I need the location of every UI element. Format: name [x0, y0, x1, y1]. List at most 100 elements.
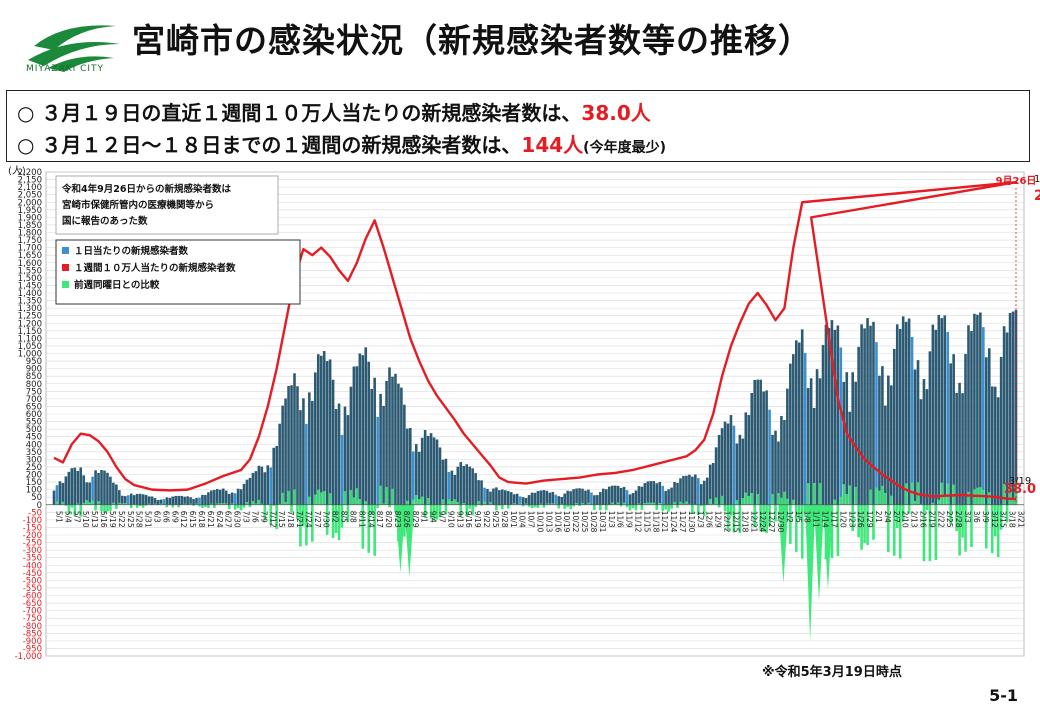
diff-bar — [652, 502, 656, 505]
x-tick-label: 10/31 — [598, 511, 607, 533]
daily-bar — [138, 493, 142, 505]
y-tick-label: 1,850 — [18, 221, 42, 231]
diff-bar — [251, 501, 255, 505]
diff-bar — [319, 492, 323, 505]
daily-bar — [658, 482, 662, 505]
diff-bar — [711, 503, 715, 505]
daily-bar — [601, 488, 605, 505]
diff-bar — [845, 494, 849, 505]
diff-bar — [227, 504, 231, 510]
daily-bar — [581, 488, 584, 505]
daily-bar — [786, 388, 789, 505]
diff-bar — [961, 504, 964, 538]
diff-bar — [587, 502, 590, 505]
x-tick-label: 6/21 — [206, 511, 215, 528]
daily-bar — [159, 499, 163, 505]
daily-bar — [768, 409, 771, 505]
y-tick-label: 2,100 — [18, 183, 42, 193]
x-tick-label: 3/21 — [1017, 511, 1026, 528]
diff-bar — [993, 504, 997, 537]
diff-bar — [417, 499, 421, 505]
x-tick-label: 1/20 — [838, 511, 847, 528]
daily-bar — [545, 490, 549, 505]
diff-bar — [305, 504, 308, 546]
diff-bar — [489, 501, 492, 505]
diff-bar — [943, 496, 947, 505]
diff-bar — [272, 504, 276, 506]
daily-bar — [676, 482, 679, 505]
legend-swatch — [62, 264, 69, 271]
diff-bar — [789, 504, 792, 544]
daily-bar — [806, 388, 810, 505]
y-tick-label: 650 — [26, 402, 42, 412]
daily-bar — [729, 415, 733, 505]
diff-bar — [676, 504, 679, 508]
x-tick-label: 9/4 — [429, 511, 438, 523]
x-tick-label: 9/19 — [473, 511, 482, 528]
daily-bar — [830, 320, 834, 505]
daily-bar — [839, 347, 843, 505]
y-tick-label: 2,200 — [18, 168, 42, 178]
daily-bar — [420, 437, 424, 505]
x-tick-label: 5/31 — [144, 511, 153, 528]
y-tick-label: -300 — [23, 546, 42, 556]
daily-bar — [860, 324, 863, 505]
daily-bar — [869, 325, 872, 505]
x-tick-label: 7/27 — [313, 511, 322, 528]
daily-bar — [120, 495, 124, 505]
daily-bar — [937, 314, 941, 505]
daily-bar — [186, 496, 189, 505]
y-tick-label: 100 — [26, 486, 42, 496]
x-tick-label: 7/15 — [277, 511, 286, 528]
daily-bar — [824, 324, 828, 505]
diff-bar — [964, 504, 967, 552]
x-tick-label: 5/4 — [63, 511, 72, 523]
diff-bar — [699, 504, 703, 507]
daily-bar — [61, 483, 65, 505]
diff-bar — [762, 504, 765, 531]
diff-bar — [741, 498, 745, 505]
summary-line-2-value: 144人 — [521, 133, 584, 157]
diff-bar — [123, 503, 127, 505]
diff-bar — [403, 504, 406, 537]
daily-bar — [352, 366, 356, 505]
diff-bar — [673, 501, 676, 505]
diff-bar — [521, 504, 525, 507]
daily-bar — [530, 492, 534, 505]
x-tick-label: 2/13 — [910, 511, 919, 528]
daily-bar — [952, 354, 955, 505]
x-tick-label: 5/25 — [126, 511, 135, 528]
legend-label: 前週同曜日との比較 — [74, 279, 160, 291]
daily-bar — [456, 466, 460, 505]
diff-bar — [670, 504, 673, 509]
daily-bar — [106, 472, 109, 505]
y-tick-label: 850 — [26, 372, 42, 382]
daily-bar — [857, 346, 860, 505]
x-tick-label: 8/2 — [331, 511, 340, 523]
daily-bar — [263, 472, 267, 505]
daily-bar — [560, 496, 564, 505]
daily-bar — [150, 496, 154, 505]
diff-bar — [376, 504, 379, 508]
x-tick-label: 12/12 — [723, 511, 732, 533]
daily-bar — [949, 363, 952, 505]
daily-bar — [195, 498, 198, 505]
daily-bar — [812, 407, 816, 505]
daily-bar — [498, 490, 501, 505]
diff-bar — [218, 503, 222, 505]
x-tick-label: 6/3 — [152, 511, 161, 523]
y-tick-label: 2,150 — [18, 176, 42, 186]
summary-line-2-note: (今年度最少) — [583, 140, 666, 156]
diff-bar — [901, 504, 905, 522]
diff-bar — [100, 504, 103, 512]
diff-bar — [183, 503, 186, 505]
summary-box: ○ ３月１９日の直近１週間１０万人当たりの新規感染者数は、38.0人 ○ ３月１… — [6, 90, 1030, 162]
diff-bar — [230, 503, 234, 505]
y-tick-label: 1,500 — [18, 274, 42, 284]
daily-bar — [426, 435, 430, 505]
diff-bar — [129, 504, 133, 509]
daily-bar — [465, 464, 469, 505]
diff-bar — [453, 499, 457, 505]
daily-bar — [931, 324, 935, 505]
